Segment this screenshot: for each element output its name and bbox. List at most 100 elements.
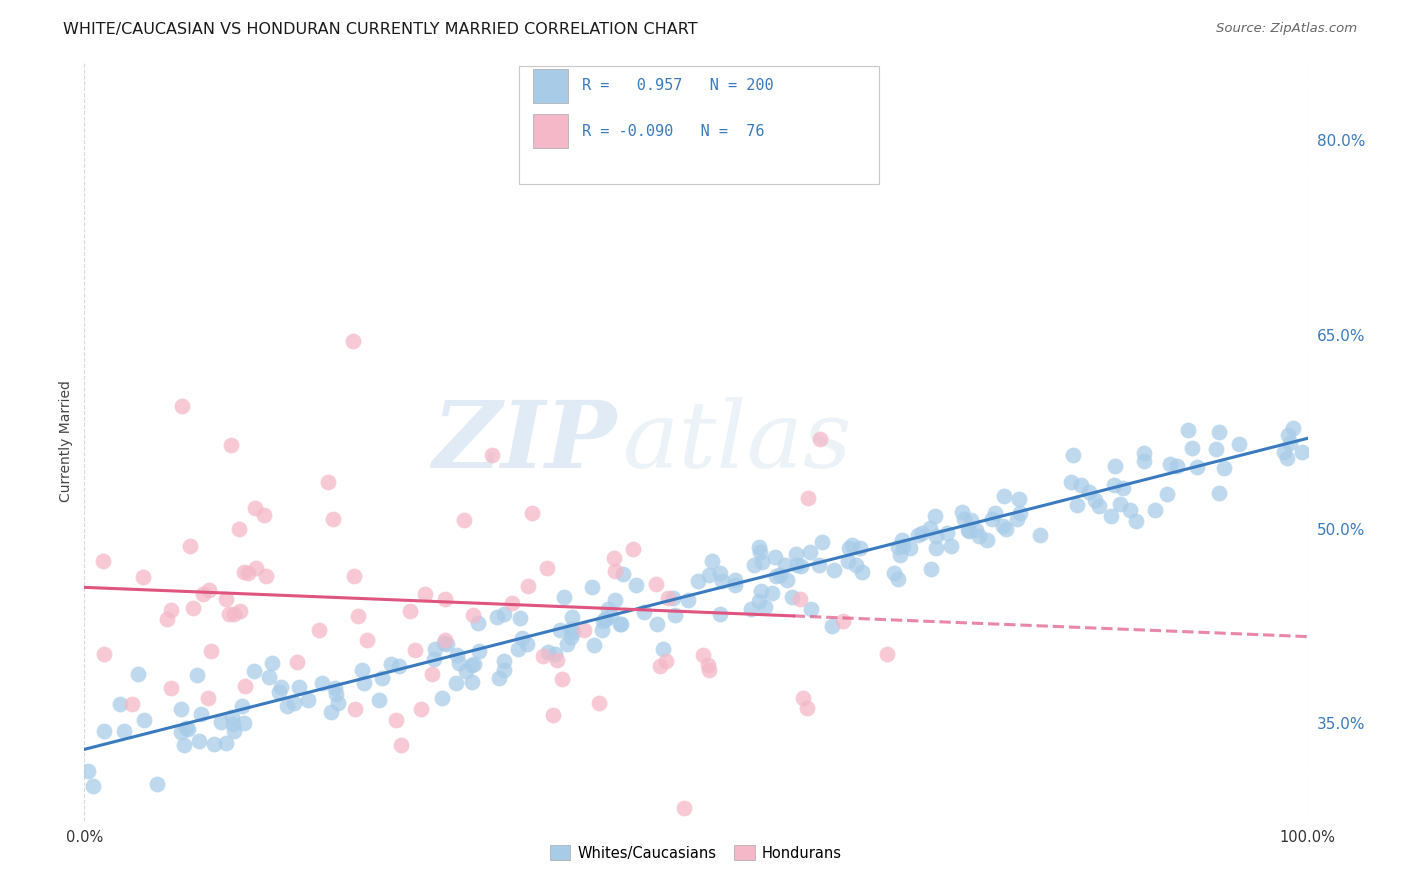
Point: [446, 676, 468, 690]
Point: [581, 580, 603, 594]
Point: [797, 491, 820, 506]
Point: [245, 501, 267, 516]
Legend: Whites/Caucasians, Hondurans: Whites/Caucasians, Hondurans: [543, 838, 849, 868]
Point: [621, 541, 644, 556]
Point: [344, 702, 367, 716]
Point: [533, 648, 555, 663]
Point: [773, 558, 796, 573]
Point: [876, 647, 898, 661]
Text: Source: ZipAtlas.com: Source: ZipAtlas.com: [1216, 22, 1357, 36]
Point: [1187, 460, 1209, 475]
Point: [423, 642, 446, 657]
Point: [1028, 528, 1050, 542]
Point: [651, 642, 673, 657]
Point: [692, 648, 714, 663]
Point: [93, 647, 115, 661]
Point: [761, 586, 783, 600]
Point: [413, 587, 436, 601]
Point: [907, 528, 929, 542]
Point: [311, 676, 333, 690]
Point: [546, 653, 568, 667]
Point: [572, 623, 595, 637]
Point: [898, 541, 921, 556]
Point: [1227, 436, 1250, 450]
Point: [550, 672, 572, 686]
Text: R = -0.090   N =  76: R = -0.090 N = 76: [582, 124, 765, 138]
Point: [536, 561, 558, 575]
Point: [1272, 445, 1295, 459]
Point: [600, 608, 623, 623]
Point: [790, 558, 813, 573]
Point: [468, 644, 491, 658]
Point: [889, 548, 911, 562]
Point: [159, 603, 181, 617]
Point: [399, 604, 422, 618]
Point: [891, 539, 914, 553]
Point: [709, 566, 731, 581]
Point: [602, 551, 624, 566]
Point: [494, 663, 516, 677]
Point: [1291, 445, 1313, 459]
Point: [146, 777, 169, 791]
Point: [561, 624, 583, 639]
Point: [385, 713, 408, 727]
Point: [322, 512, 344, 526]
Point: [780, 590, 803, 604]
Point: [222, 723, 245, 738]
Point: [1066, 498, 1088, 512]
Point: [1104, 458, 1126, 473]
Point: [1118, 502, 1140, 516]
Point: [1005, 512, 1028, 526]
Point: [368, 692, 391, 706]
Point: [1108, 497, 1130, 511]
Point: [323, 681, 346, 696]
Point: [132, 570, 155, 584]
Point: [796, 700, 818, 714]
Point: [350, 664, 373, 678]
Point: [1099, 509, 1122, 524]
Point: [957, 523, 980, 537]
Point: [325, 687, 347, 701]
Point: [430, 691, 453, 706]
Point: [624, 578, 647, 592]
Point: [485, 609, 508, 624]
Point: [229, 604, 252, 618]
Point: [541, 707, 564, 722]
Point: [346, 608, 368, 623]
Point: [254, 568, 277, 582]
Point: [1133, 454, 1156, 468]
Point: [851, 565, 873, 579]
Point: [308, 623, 330, 637]
Point: [925, 541, 948, 555]
Point: [591, 624, 613, 638]
Point: [1205, 442, 1227, 457]
Point: [831, 614, 853, 628]
Point: [82, 779, 104, 793]
Point: [1010, 506, 1032, 520]
Point: [887, 572, 910, 586]
Point: [925, 529, 948, 543]
Point: [537, 645, 560, 659]
Point: [510, 631, 533, 645]
Point: [941, 539, 963, 553]
Point: [1282, 421, 1305, 435]
Point: [506, 641, 529, 656]
Point: [174, 721, 197, 735]
Point: [233, 679, 256, 693]
Point: [886, 540, 908, 554]
Point: [837, 554, 859, 568]
Point: [678, 593, 700, 607]
Point: [605, 564, 627, 578]
Point: [186, 668, 208, 682]
Point: [810, 432, 832, 446]
Point: [353, 676, 375, 690]
FancyBboxPatch shape: [533, 69, 568, 103]
Point: [423, 652, 446, 666]
Point: [112, 723, 135, 738]
Point: [93, 724, 115, 739]
Point: [218, 607, 240, 622]
Point: [198, 582, 221, 597]
Point: [181, 600, 204, 615]
Point: [553, 590, 575, 604]
Point: [434, 592, 457, 607]
